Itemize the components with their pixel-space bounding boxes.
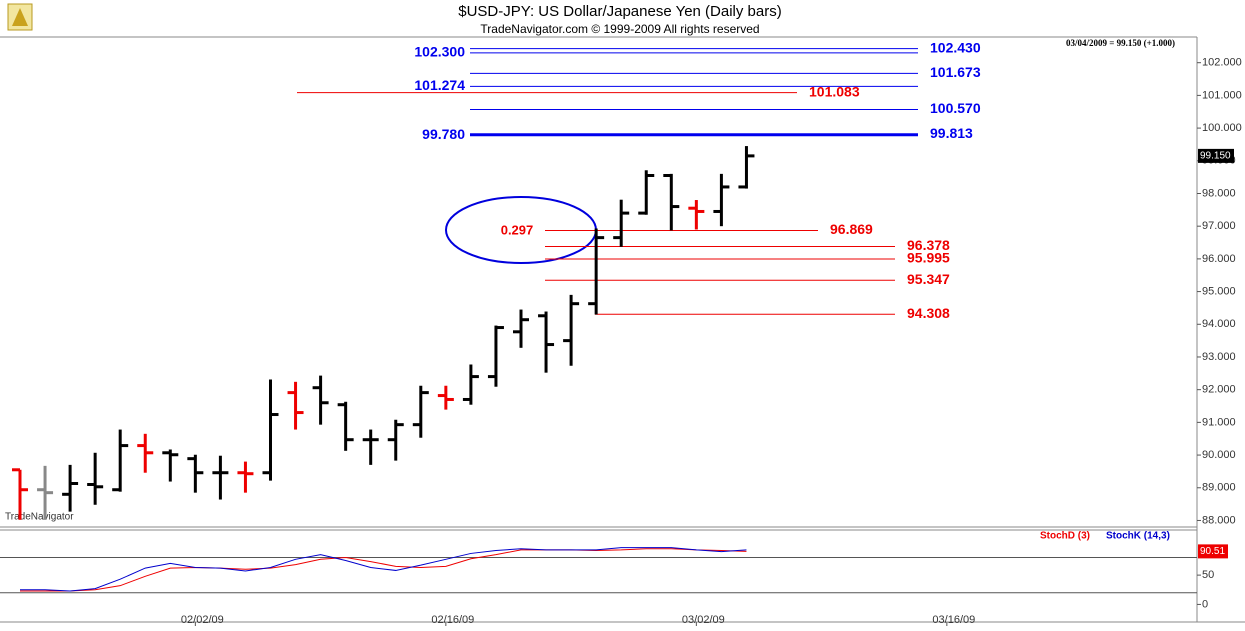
level-label: 102.430: [930, 39, 981, 55]
level-label: 100.570: [930, 100, 981, 116]
y-tick-label: 102.000: [1202, 57, 1242, 69]
annotation: 0.297: [501, 222, 534, 237]
indicator-line: [20, 547, 747, 592]
y-tick-label: 50: [1202, 569, 1214, 581]
y-tick-label: 89.000: [1202, 482, 1236, 494]
last-price-box: [1198, 148, 1234, 163]
logo: [7, 3, 33, 31]
watermark: TradeNavigator: [5, 512, 74, 523]
y-tick-label: 101.000: [1202, 89, 1242, 101]
y-tick-label: 95.000: [1202, 285, 1236, 297]
level-label: 96.869: [830, 221, 873, 237]
last-price-label: 99.150: [1200, 151, 1231, 162]
level-label: 101.083: [809, 83, 860, 99]
y-tick-label: 90.000: [1202, 449, 1236, 461]
level-label: 96.378: [907, 237, 950, 253]
x-tick-label: 02/16/09: [431, 614, 474, 626]
chart-title: $USD-JPY: US Dollar/Japanese Yen (Daily …: [458, 3, 781, 20]
x-tick-label: 03/16/09: [932, 614, 975, 626]
subtitle: TradeNavigator.com © 1999-2009 All right…: [480, 22, 759, 36]
level-label: 99.780: [422, 126, 465, 142]
level-label: 95.347: [907, 271, 950, 287]
y-tick-label: 91.000: [1202, 416, 1236, 428]
level-label: 95.995: [907, 250, 950, 266]
level-label: 99.813: [930, 125, 973, 141]
x-tick-label: 02/02/09: [181, 614, 224, 626]
header: 03/04/2009 = 99.150 (+1.000): [1066, 38, 1175, 48]
y-tick-label: 97.000: [1202, 220, 1236, 232]
last-value-label: 90.51: [1200, 546, 1225, 557]
y-tick-label: 98.000: [1202, 187, 1236, 199]
x-tick-label: 03/02/09: [682, 614, 725, 626]
legend-entry: StochK (14,3): [1106, 531, 1170, 542]
legend-entry: StochD (3): [1040, 531, 1090, 542]
y-tick-label: 100.000: [1202, 122, 1242, 134]
last-value-box: [1198, 544, 1228, 559]
y-tick-label: 96.000: [1202, 253, 1236, 265]
y-tick-label: 92.000: [1202, 384, 1236, 396]
level-label: 101.673: [930, 64, 981, 80]
level-label: 101.274: [414, 77, 465, 93]
y-tick-label: 88.000: [1202, 514, 1236, 526]
indicator-line: [20, 548, 747, 592]
y-tick-label: 94.000: [1202, 318, 1236, 330]
y-tick-label: 0: [1202, 598, 1208, 610]
level-label: 94.308: [907, 305, 950, 321]
level-label: 102.300: [414, 44, 465, 60]
y-tick-label: 93.000: [1202, 351, 1236, 363]
